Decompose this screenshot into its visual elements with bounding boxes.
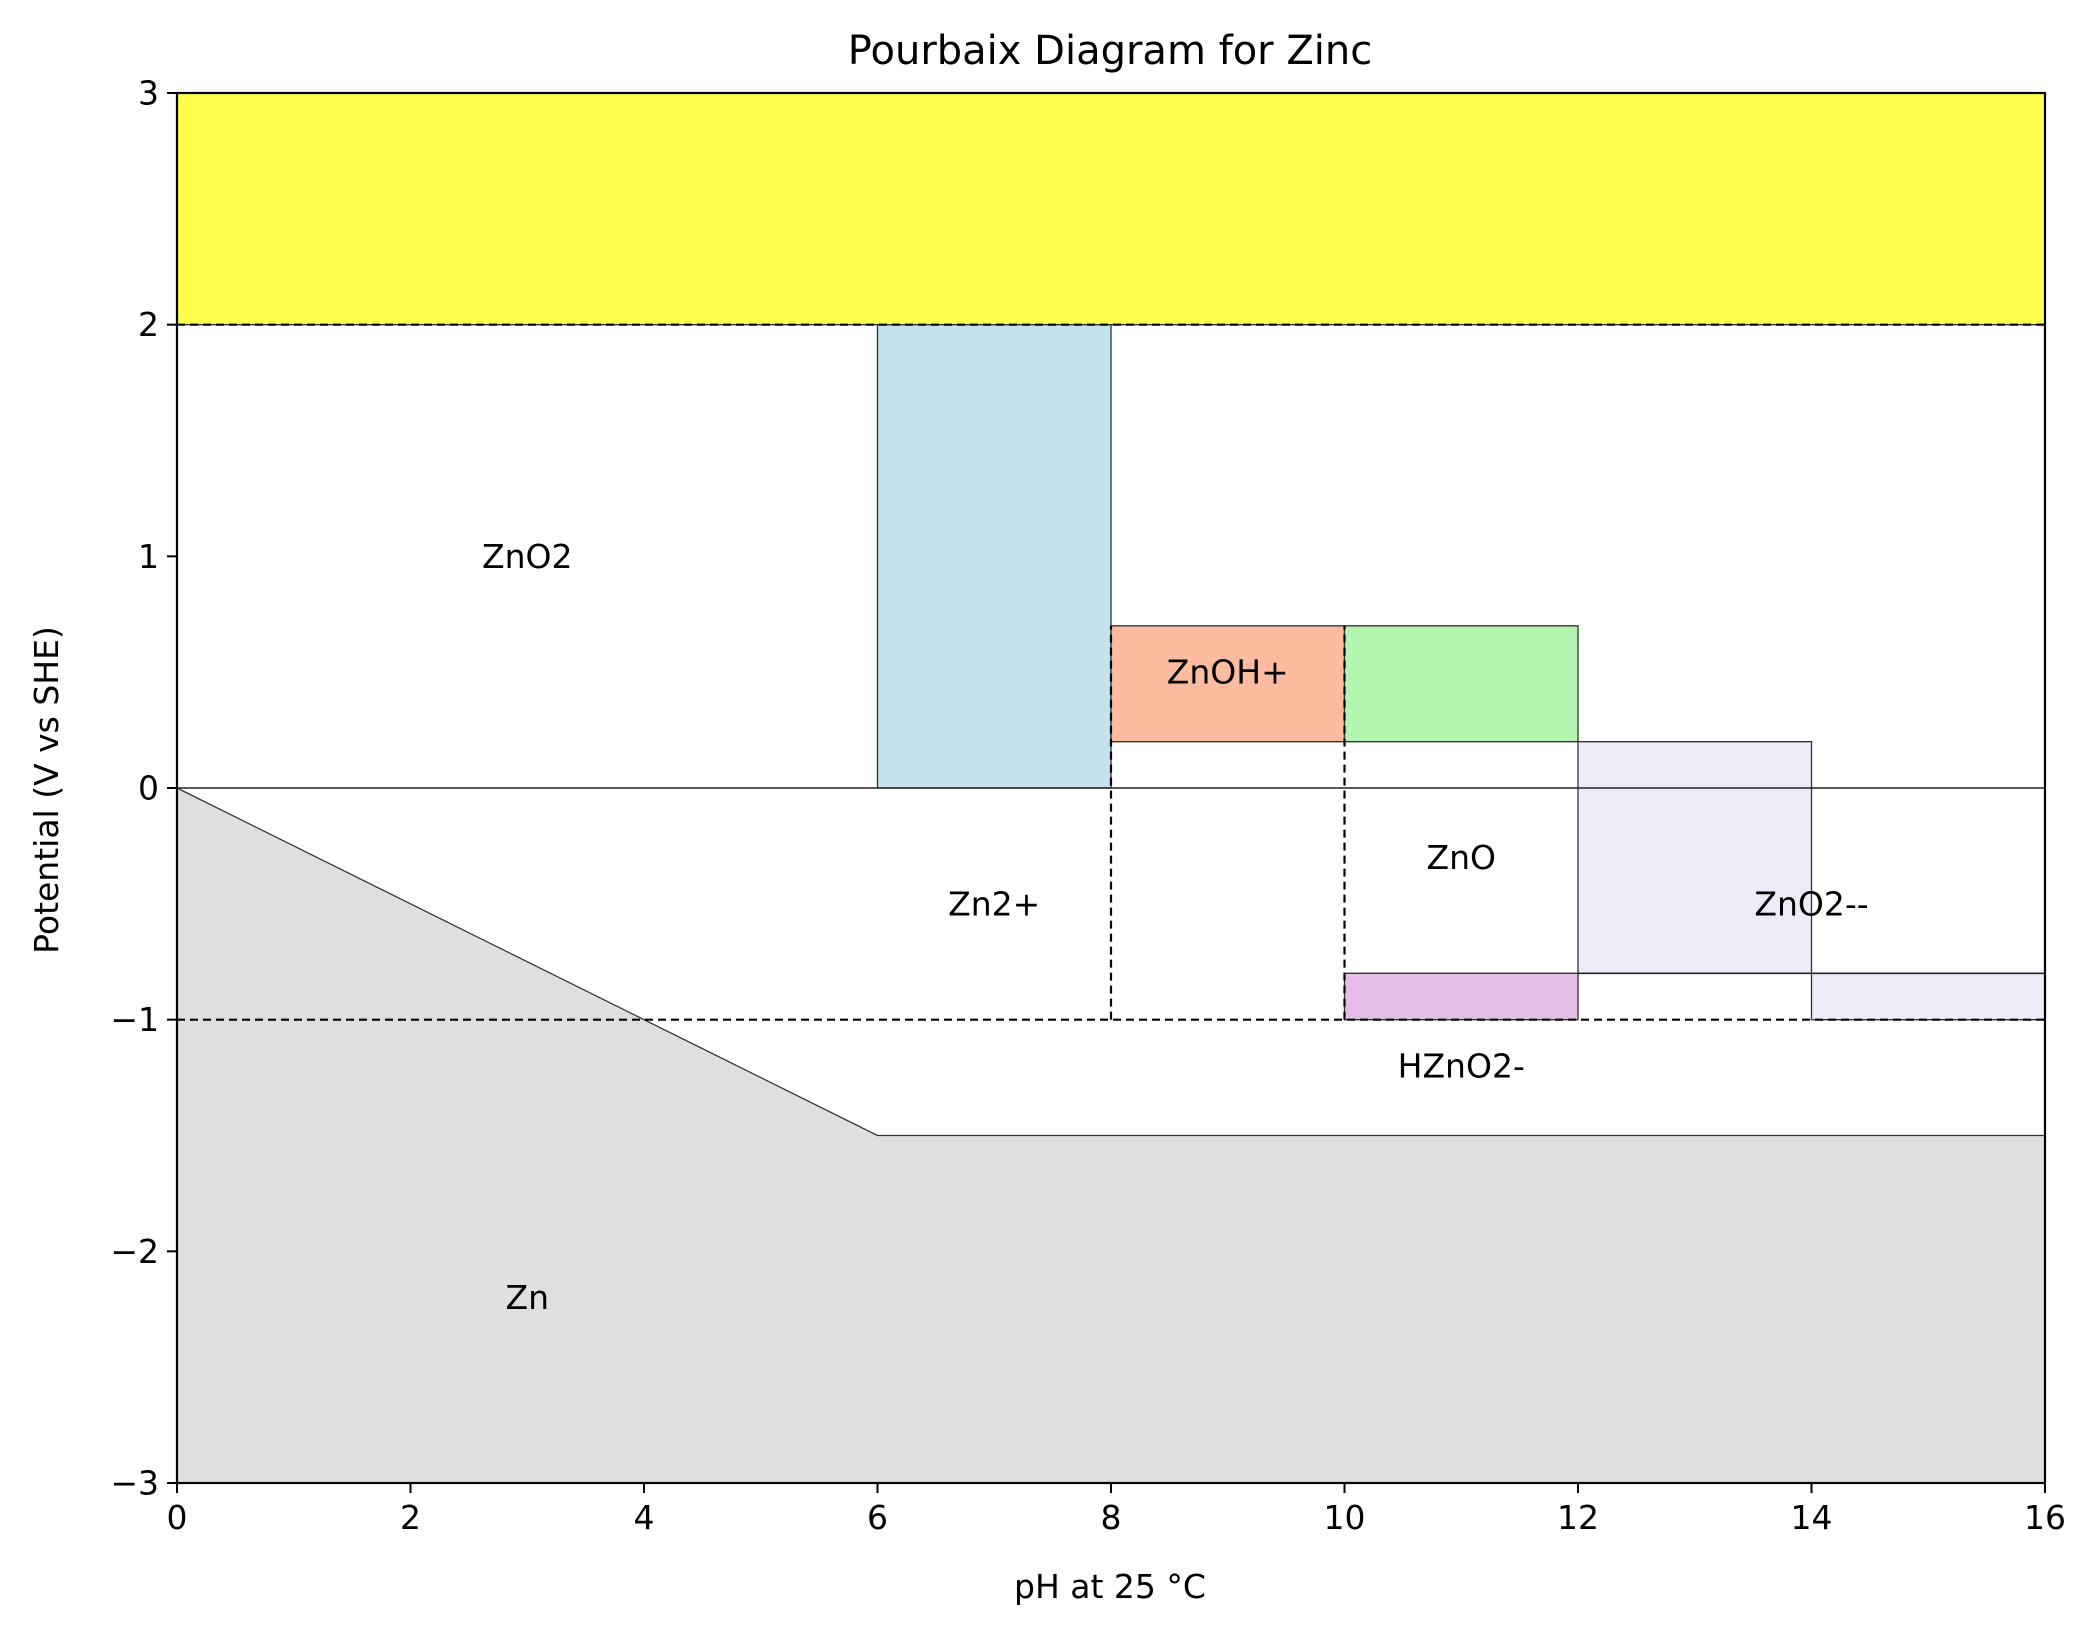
region-1 [177,787,2045,1483]
chart-title: Pourbaix Diagram for Zinc [848,28,1372,74]
x-tick-label: 16 [2024,1498,2066,1537]
region-6 [1810,972,2045,1021]
region-label-znoh-: ZnOH+ [1167,653,1289,692]
x-tick-label: 2 [400,1498,421,1537]
y-tick-label: 2 [138,305,159,344]
plot-area: ZnO2 ZnOH+ ZnO Zn2+ ZnO2-- HZnO2- Zn [177,93,2045,1483]
y-tick-label: −1 [110,1000,159,1039]
x-tick-label: 14 [1791,1498,1833,1537]
region-label-zno2-: ZnO2-- [1754,884,1868,923]
y-axis-title: Potential (V vs SHE) [27,626,66,954]
region-5 [1577,741,1813,974]
x-tick-label: 10 [1324,1498,1366,1537]
plot-inner [177,93,2045,1483]
x-tick-label: 6 [867,1498,888,1537]
region-label-zn2-: Zn2+ [948,884,1040,923]
y-tick-label: −3 [110,1464,159,1503]
region-label-zn: Zn [505,1278,549,1317]
y-tick-label: 1 [138,537,159,576]
region-7 [1343,972,1579,1021]
region-label-zno2: ZnO2 [482,537,573,576]
x-tick-label: 4 [634,1498,655,1537]
region-0 [177,93,2045,326]
y-tick-label: 0 [138,769,159,808]
y-tick-label: 3 [138,74,159,113]
y-tick-label: −2 [110,1232,159,1271]
x-axis-title: pH at 25 °C [1014,1567,1206,1606]
region-label-hzno2-: HZnO2- [1398,1047,1525,1086]
region-label-zno: ZnO [1427,838,1497,877]
region-4 [1343,625,1579,743]
x-tick-label: 12 [1557,1498,1599,1537]
x-tick-label: 8 [1101,1498,1122,1537]
region-2 [876,324,1112,789]
x-tick-label: 0 [167,1498,188,1537]
